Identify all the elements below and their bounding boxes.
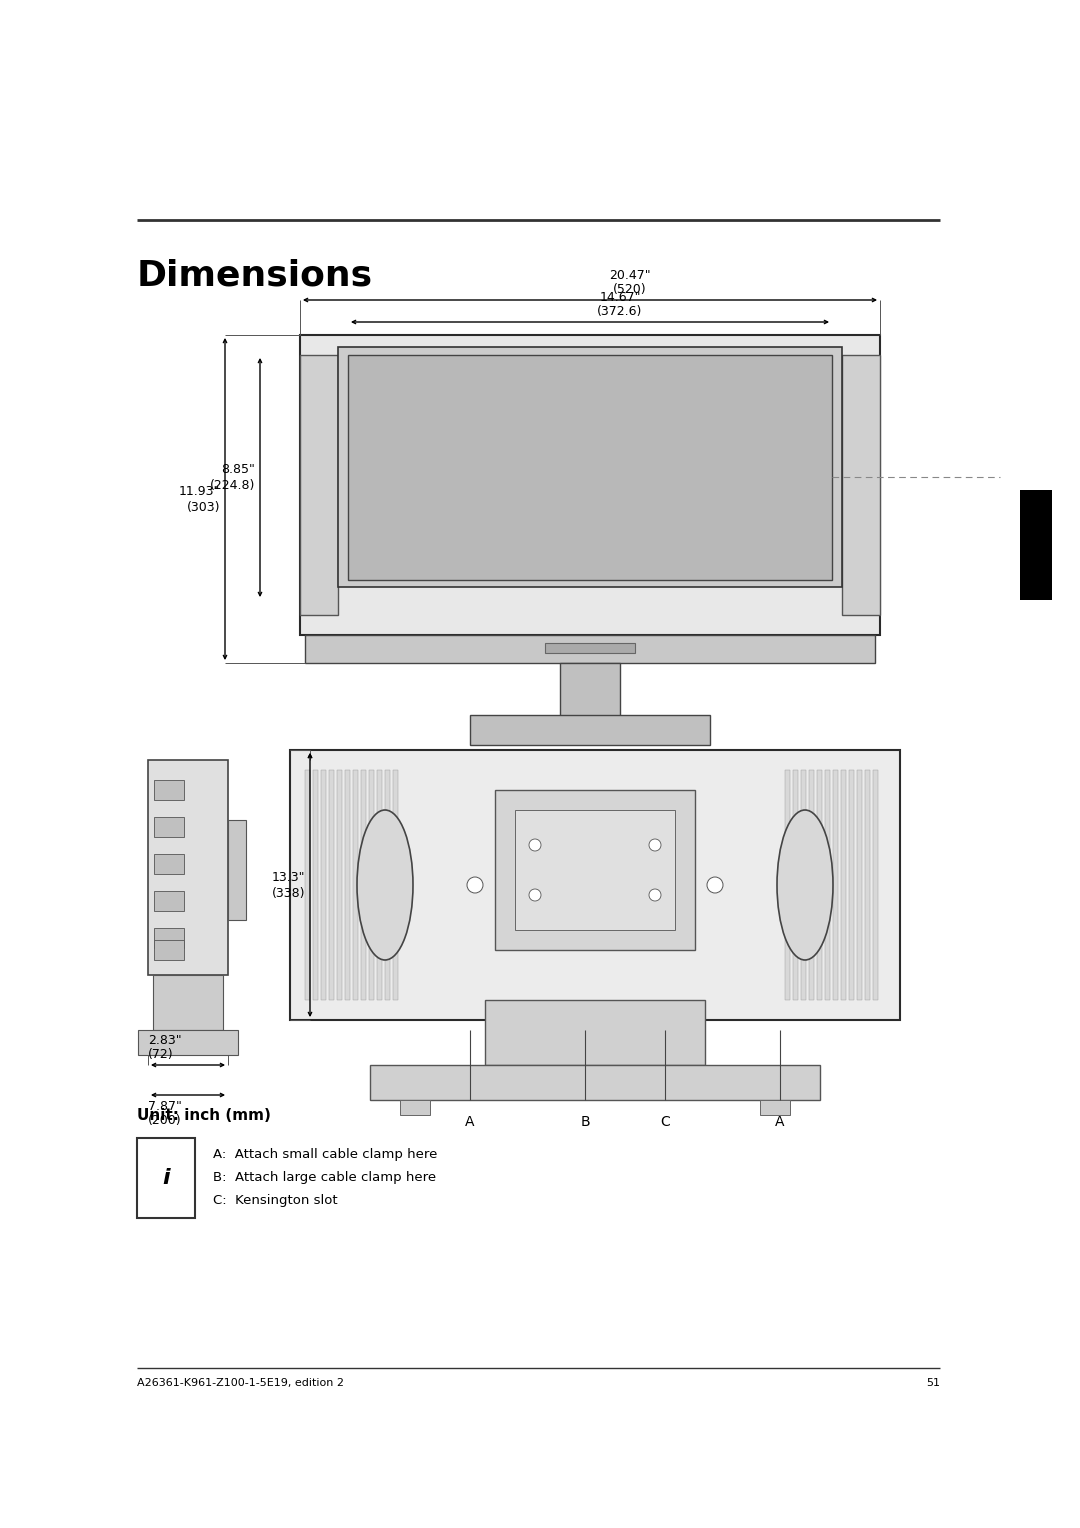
Bar — [377, 770, 382, 999]
Bar — [865, 770, 870, 999]
Text: (520): (520) — [613, 283, 647, 296]
Bar — [291, 750, 900, 1021]
Bar — [148, 759, 228, 975]
Bar — [154, 940, 184, 960]
Bar — [137, 1138, 195, 1218]
Text: A:  Attach small cable clamp here: A: Attach small cable clamp here — [213, 1148, 437, 1161]
Bar — [305, 770, 310, 999]
Bar — [833, 770, 838, 999]
Text: B:  Attach large cable clamp here: B: Attach large cable clamp here — [213, 1170, 436, 1184]
Bar — [801, 770, 806, 999]
Bar — [785, 770, 789, 999]
Bar — [842, 354, 880, 614]
Text: C: C — [660, 1115, 670, 1129]
Text: (72): (72) — [148, 1048, 174, 1060]
Bar — [154, 927, 184, 947]
Circle shape — [649, 889, 661, 902]
Bar — [329, 770, 334, 999]
Circle shape — [707, 877, 723, 892]
Bar — [370, 1065, 820, 1100]
Bar — [561, 663, 620, 718]
Bar — [345, 770, 350, 999]
Text: A26361-K961-Z100-1-5E19, edition 2: A26361-K961-Z100-1-5E19, edition 2 — [137, 1378, 345, 1387]
Bar — [515, 810, 675, 931]
Bar — [353, 770, 357, 999]
Bar — [841, 770, 846, 999]
Bar — [760, 1100, 789, 1115]
Text: 14.67": 14.67" — [599, 290, 640, 304]
Bar — [321, 770, 326, 999]
Bar — [393, 770, 399, 999]
Text: (303): (303) — [187, 501, 220, 513]
Bar — [300, 335, 880, 636]
Bar — [873, 770, 878, 999]
Circle shape — [649, 839, 661, 851]
Bar — [1020, 490, 1052, 601]
Bar — [545, 643, 635, 652]
Bar — [361, 770, 366, 999]
Text: A: A — [465, 1115, 475, 1129]
Bar — [154, 779, 184, 801]
Bar — [305, 636, 875, 663]
Bar — [849, 770, 854, 999]
Bar — [470, 715, 710, 746]
Text: A: A — [775, 1115, 785, 1129]
Text: 7.87": 7.87" — [148, 1100, 181, 1112]
Bar — [153, 975, 222, 1030]
Text: (200): (200) — [148, 1114, 181, 1128]
Text: Dimensions: Dimensions — [137, 258, 373, 292]
Bar — [400, 1100, 430, 1115]
Bar — [337, 770, 342, 999]
Circle shape — [467, 877, 483, 892]
Bar — [154, 817, 184, 837]
Circle shape — [529, 839, 541, 851]
Text: 2.83": 2.83" — [148, 1034, 181, 1047]
Bar — [816, 770, 822, 999]
Text: (372.6): (372.6) — [597, 306, 643, 318]
Bar — [495, 790, 696, 950]
Bar — [154, 854, 184, 874]
Bar — [485, 999, 705, 1065]
Text: 20.47": 20.47" — [609, 269, 651, 283]
Bar — [809, 770, 814, 999]
Ellipse shape — [777, 810, 833, 960]
Text: C:  Kensington slot: C: Kensington slot — [213, 1193, 338, 1207]
Bar — [369, 770, 374, 999]
Ellipse shape — [357, 810, 413, 960]
Bar — [338, 347, 842, 587]
Bar — [793, 770, 798, 999]
Text: (338): (338) — [271, 886, 305, 900]
Bar — [858, 770, 862, 999]
Text: (224.8): (224.8) — [210, 478, 255, 492]
Text: 51: 51 — [926, 1378, 940, 1387]
Bar — [138, 1030, 238, 1054]
Circle shape — [529, 889, 541, 902]
Text: 8.85": 8.85" — [221, 463, 255, 475]
Bar — [825, 770, 831, 999]
Text: 13.3": 13.3" — [271, 871, 305, 883]
Text: 11.93": 11.93" — [178, 484, 220, 498]
Bar — [313, 770, 318, 999]
Text: i: i — [162, 1167, 170, 1187]
Bar — [154, 891, 184, 911]
Text: B: B — [580, 1115, 590, 1129]
Bar — [384, 770, 390, 999]
Bar — [300, 354, 338, 614]
Bar — [228, 821, 246, 920]
Bar — [348, 354, 832, 581]
Text: Unit: inch (mm): Unit: inch (mm) — [137, 1108, 271, 1123]
